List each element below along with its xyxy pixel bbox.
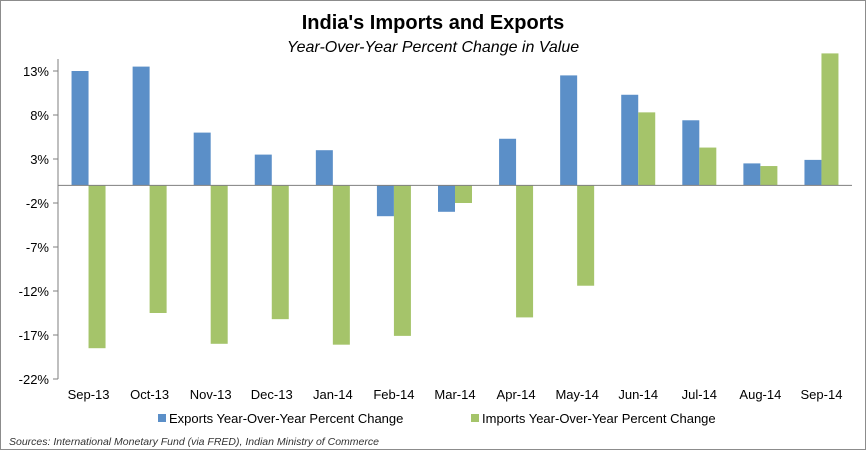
legend: Exports Year-Over-Year Percent Change Im… (158, 411, 716, 426)
imports-bar-nov-13 (210, 185, 228, 344)
chart-subtitle: Year-Over-Year Percent Change in Value (287, 39, 579, 56)
x-tick-label: Nov-13 (190, 387, 232, 402)
x-tick-label: May-14 (555, 387, 598, 402)
x-tick-label: Feb-14 (373, 387, 414, 402)
exports-bar-feb-14 (376, 185, 394, 217)
y-tick-label: -17% (19, 328, 50, 343)
y-tick-label: -12% (19, 284, 50, 299)
y-tick-label: 8% (30, 108, 49, 123)
exports-bar-jan-14 (315, 150, 333, 186)
imports-bar-sep-13 (88, 185, 106, 349)
exports-bar-sep-14 (804, 159, 822, 186)
x-tick-label: Sep-13 (68, 387, 110, 402)
y-tick-label: 3% (30, 152, 49, 167)
exports-bar-sep-13 (71, 71, 89, 186)
x-tick-label: Sep-14 (801, 387, 843, 402)
imports-bar-apr-14 (516, 185, 534, 318)
exports-bar-aug-14 (743, 163, 761, 186)
x-tick-label: Oct-13 (130, 387, 169, 402)
x-tick-label: Jul-14 (682, 387, 717, 402)
x-axis: Sep-13 Oct-13 Nov-13 Dec-13 Jan-14 Feb-14 Mar-… (58, 184, 852, 402)
legend-swatch-imports (471, 414, 479, 422)
x-tick-label: Jun-14 (618, 387, 658, 402)
x-tick-label: Jan-14 (313, 387, 353, 402)
imports-bar-aug-14 (760, 166, 778, 186)
x-tick-label: Aug-14 (739, 387, 781, 402)
legend-label-exports: Exports Year-Over-Year Percent Change (169, 411, 403, 426)
y-tick-label: -7% (26, 240, 50, 255)
imports-bar-sep-14 (821, 53, 839, 186)
x-tick-label: Apr-14 (497, 387, 536, 402)
imports-bar-jan-14 (332, 185, 350, 345)
exports-bar-jul-14 (682, 120, 700, 186)
imports-bar-mar-14 (455, 185, 472, 203)
imports-bar-feb-14 (393, 185, 411, 336)
y-tick-label: -2% (26, 196, 50, 211)
y-axis: 13% 8% 3% -2% -7% -12% -17% -22% (19, 59, 59, 387)
imports-bar-dec-13 (271, 185, 289, 320)
y-tick-label: 13% (23, 64, 49, 79)
source-note: Sources: International Monetary Fund (vi… (9, 436, 379, 448)
bars (71, 53, 839, 349)
exports-bar-mar-14 (438, 185, 455, 212)
x-tick-label: Mar-14 (434, 387, 475, 402)
imports-bar-may-14 (577, 185, 595, 286)
exports-bar-oct-13 (132, 66, 150, 186)
imports-bar-jul-14 (699, 147, 717, 186)
x-tick-label: Dec-13 (251, 387, 293, 402)
exports-bar-may-14 (560, 75, 578, 186)
exports-bar-jun-14 (621, 94, 639, 186)
y-tick-label: -22% (19, 372, 50, 387)
chart-title: India's Imports and Exports (302, 12, 565, 34)
exports-bar-dec-13 (254, 154, 272, 186)
exports-bar-nov-13 (193, 132, 211, 186)
legend-label-imports: Imports Year-Over-Year Percent Change (482, 411, 716, 426)
exports-bar-apr-14 (499, 138, 517, 186)
legend-swatch-exports (158, 414, 166, 422)
imports-bar-oct-13 (149, 185, 167, 313)
imports-bar-jun-14 (638, 112, 656, 186)
